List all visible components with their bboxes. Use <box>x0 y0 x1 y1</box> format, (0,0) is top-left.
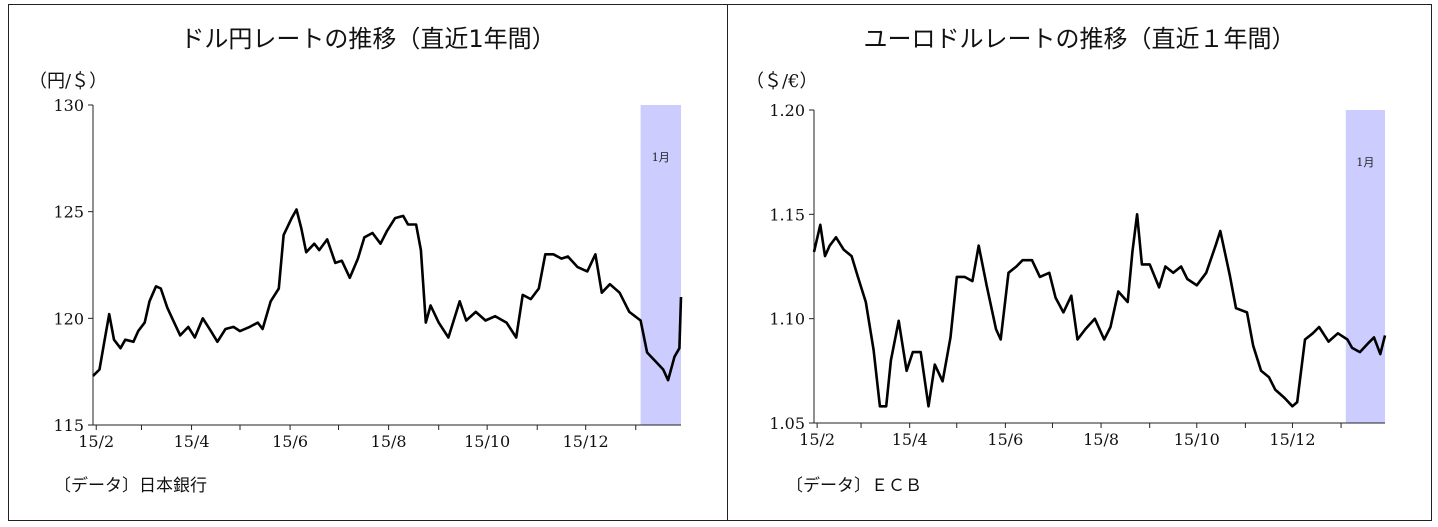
x-tick-label: 15/4 <box>892 430 928 449</box>
y-tick-label: 130 <box>53 96 84 115</box>
x-tick-label: 15/6 <box>272 432 308 451</box>
x-tick-label: 15/10 <box>1174 430 1220 449</box>
highlight-label: 1月 <box>1356 156 1374 169</box>
chart-title: ドル円レートの推移（直近1年間） <box>180 25 556 53</box>
x-tick-label: 15/2 <box>78 432 114 451</box>
y-tick-label: 1.10 <box>769 310 805 329</box>
series-line <box>92 208 683 382</box>
x-tick-label: 15/12 <box>1269 430 1315 449</box>
highlight-band <box>640 105 681 425</box>
y-tick-label: 1.05 <box>769 414 805 433</box>
panel-eurusd: ユーロドルレートの推移（直近１年間） （＄/€） 〔データ〕ＥＣＢ <box>727 4 1432 521</box>
data-source-label: 〔データ〕ＥＣＢ <box>786 476 922 496</box>
x-tick-label: 15/4 <box>174 432 210 451</box>
y-axis-unit-label: （円/＄） <box>29 71 108 92</box>
y-tick-label: 120 <box>53 309 84 328</box>
highlight-band <box>1345 110 1385 423</box>
y-tick-label: 1.20 <box>769 101 805 120</box>
x-tick-label: 15/2 <box>799 430 835 449</box>
x-tick-label: 15/6 <box>987 430 1023 449</box>
series-line <box>812 213 1387 408</box>
x-tick-label: 15/10 <box>464 432 510 451</box>
highlight-label: 1月 <box>652 151 670 164</box>
y-tick-label: 115 <box>53 416 84 435</box>
y-tick-label: 1.15 <box>769 205 805 224</box>
x-tick-label: 15/12 <box>563 432 609 451</box>
chart-title: ユーロドルレートの推移（直近１年間） <box>863 25 1296 53</box>
data-source-label: 〔データ〕日本銀行 <box>54 476 207 496</box>
x-tick-label: 15/8 <box>1083 430 1119 449</box>
y-tick-label: 125 <box>53 203 84 222</box>
y-axis-unit-label: （＄/€） <box>746 71 818 92</box>
panel-usdjpy: ドル円レートの推移（直近1年間） （円/＄） 〔データ〕日本銀行 <box>8 4 728 521</box>
x-tick-label: 15/8 <box>371 432 407 451</box>
